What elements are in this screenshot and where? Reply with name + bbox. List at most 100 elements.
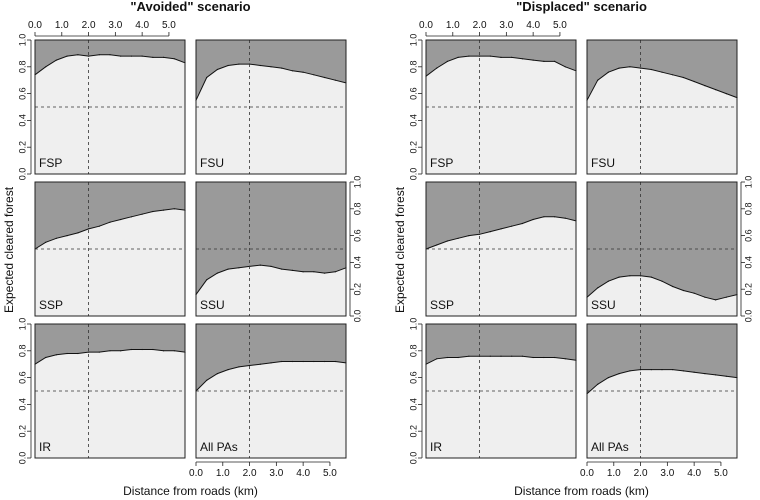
y-tick-label: 0.0 [408, 168, 418, 181]
y-tick-label: 0.6 [352, 229, 362, 242]
panel-area-fill [35, 54, 185, 175]
y-tick-label: 0.2 [408, 141, 418, 154]
data-point [206, 76, 208, 79]
data-point [259, 363, 261, 365]
y-tick-label: 0.4 [17, 398, 27, 411]
data-point [607, 71, 610, 73]
panel-area-fill [587, 66, 737, 174]
data-point [141, 348, 143, 351]
data-point [607, 280, 610, 282]
x-tick-label: 2.0 [473, 20, 487, 31]
data-point [55, 237, 58, 239]
panel-frame [34, 181, 186, 317]
scenario-title: "Avoided" scenario [130, 0, 250, 14]
data-point [88, 351, 90, 353]
panel-area-fill [426, 356, 576, 458]
y-axis-label: Expected cleared forest [2, 186, 16, 313]
panel-label: SSU [200, 298, 225, 312]
y-tick-label: 0.6 [743, 229, 753, 242]
panel-frame [195, 181, 347, 317]
x-tick-label: 4.0 [296, 468, 310, 479]
data-point [216, 272, 218, 274]
data-point [479, 55, 481, 57]
x-tick-label: 5.0 [162, 20, 176, 31]
panel-area-fill [196, 361, 346, 458]
panel: IR 0.0 0.2 0.4 0.6 0.8 1.0 [17, 318, 186, 464]
data-point [88, 55, 90, 57]
data-point [206, 379, 208, 381]
panel-label: FSP [39, 156, 62, 170]
panel-frame [195, 39, 347, 175]
data-point [313, 360, 315, 363]
data-point [334, 79, 336, 81]
x-tick-label: 0.0 [580, 468, 594, 479]
data-point [715, 89, 717, 91]
data-point [120, 350, 122, 352]
y-tick-label: 0.4 [17, 114, 27, 127]
data-point [511, 355, 513, 357]
y-tick-label: 0.0 [352, 310, 362, 323]
data-point [640, 369, 642, 371]
data-point [672, 369, 674, 371]
data-point [597, 79, 599, 81]
x-tick-label: 4.0 [526, 20, 540, 31]
y-tick-label: 1.0 [743, 176, 753, 189]
data-point [152, 56, 154, 59]
data-point [725, 93, 727, 95]
data-point [725, 296, 727, 298]
data-point [511, 56, 513, 59]
panel: FSU [195, 39, 347, 175]
x-tick-label: 0.0 [189, 468, 203, 479]
data-point [206, 279, 208, 281]
data-point [227, 64, 229, 67]
panel-label: FSU [591, 156, 615, 170]
y-tick-label: 0.6 [408, 371, 418, 384]
data-point [55, 354, 58, 356]
panel: SSU 0.0 0.2 0.4 0.6 0.8 1.0 [586, 176, 753, 323]
x-tick-label: 3.0 [660, 468, 674, 479]
panel-frame [34, 323, 186, 459]
data-point [216, 68, 218, 71]
data-point [98, 225, 100, 227]
y-tick-label: 0.2 [743, 283, 753, 296]
panel: All PAs 0.0 1.0 2.0 3.0 4.0 5.0 [189, 323, 347, 479]
data-point [163, 350, 165, 352]
data-point [468, 55, 470, 57]
data-point [291, 70, 293, 72]
data-point [249, 364, 251, 367]
data-point [45, 356, 47, 359]
panel-frame [586, 323, 738, 459]
data-point [532, 59, 534, 61]
x-tick-label: 5.0 [714, 468, 728, 479]
x-tick-label: 1.0 [55, 20, 69, 31]
y-tick-label: 0.2 [352, 283, 362, 296]
panel-label: SSP [430, 298, 454, 312]
data-point [227, 369, 229, 371]
data-point [88, 228, 90, 230]
data-point [163, 56, 165, 59]
data-point [489, 55, 491, 57]
y-tick-label: 0.0 [17, 168, 27, 181]
panel-label: FSU [200, 156, 224, 170]
data-point [313, 74, 315, 76]
x-tick-label: 3.0 [499, 20, 513, 31]
data-point [302, 360, 304, 363]
data-point [597, 383, 599, 385]
panel-frame [195, 323, 347, 459]
data-point [554, 356, 556, 359]
y-tick-label: 0.0 [743, 310, 753, 323]
panel-label: FSP [430, 156, 453, 170]
data-point [216, 373, 218, 375]
data-point [543, 216, 545, 218]
data-point [238, 366, 240, 368]
y-tick-label: 0.8 [352, 203, 362, 216]
data-point [77, 232, 79, 234]
data-point [173, 350, 175, 352]
data-point [130, 216, 132, 218]
data-point [715, 374, 717, 376]
data-point [682, 370, 685, 372]
data-point [238, 267, 240, 269]
data-point [715, 299, 717, 301]
